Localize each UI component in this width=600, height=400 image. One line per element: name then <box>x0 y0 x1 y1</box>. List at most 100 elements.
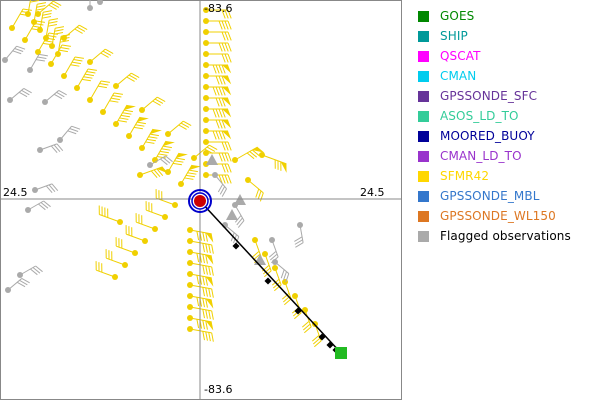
sfmr-barb <box>187 326 214 342</box>
barb-feather <box>187 172 197 175</box>
barb-flag <box>189 164 201 171</box>
barb-feather <box>148 136 158 139</box>
sfmr-barb <box>31 2 47 25</box>
sfmr-barb <box>187 304 214 320</box>
barb-feather <box>221 119 226 129</box>
barb-staff <box>99 214 121 223</box>
barb-feather <box>202 232 205 242</box>
barb-feather <box>218 130 223 140</box>
barb-feather <box>53 144 61 153</box>
barb-feather <box>48 184 56 193</box>
barb-feather <box>131 72 140 78</box>
barb-dot <box>37 27 43 33</box>
barb-feather <box>32 267 41 274</box>
barb-feather <box>217 183 224 193</box>
barb-feather <box>43 200 51 208</box>
legend-swatch <box>418 30 429 42</box>
barb-feather <box>86 71 96 74</box>
sfmr-barb <box>25 0 40 17</box>
barb-feather <box>205 298 208 308</box>
barb-feather <box>154 98 164 104</box>
storm-center-outer-ring <box>188 189 212 213</box>
sfmr-barb <box>203 150 232 162</box>
sfmr-barb <box>55 34 71 57</box>
barb-dot <box>203 84 209 90</box>
barb-dot <box>117 219 123 225</box>
barb-staff <box>167 152 180 173</box>
barb-feather <box>209 144 218 150</box>
barb-feather <box>29 0 40 3</box>
flagged-barb <box>212 172 228 197</box>
barb-feather <box>221 53 226 63</box>
barb-feather <box>35 265 43 273</box>
barb-feather <box>22 8 32 11</box>
barb-dot <box>97 0 103 5</box>
barb-feather <box>205 254 208 264</box>
storm-center-layer <box>188 189 212 213</box>
barb-feather <box>56 143 64 151</box>
barb-dot <box>232 157 238 163</box>
barb-feather <box>188 169 198 173</box>
barb-feather <box>196 253 200 263</box>
legend-label: CMAN <box>440 69 477 83</box>
barb-dot <box>262 251 268 257</box>
legend-label: GPSSONDE_WL150 <box>440 209 556 223</box>
barb-dot <box>27 67 33 73</box>
barb-dot <box>122 262 128 268</box>
barb-dot <box>9 25 15 31</box>
barb-flag <box>222 98 232 107</box>
barb-feather <box>218 75 223 85</box>
legend-label: MOORED_BUOY <box>440 129 535 143</box>
track-point <box>326 341 334 349</box>
wind-observation-map[interactable]: -83.6 -83.6 24.5 24.5 <box>0 0 402 400</box>
barb-feather <box>283 271 287 281</box>
barb-dot <box>35 11 41 17</box>
barb-feather <box>47 24 58 27</box>
barb-feather <box>113 92 123 95</box>
barb-dot <box>87 97 93 103</box>
barb-dot <box>139 107 145 113</box>
flagged-barb <box>97 0 103 5</box>
flagged-barb <box>37 143 64 154</box>
barb-feather <box>21 89 30 96</box>
barb-dot <box>22 37 28 43</box>
barb-feather <box>227 53 232 63</box>
barb-feather <box>196 231 200 241</box>
barb-flag <box>176 152 188 159</box>
barb-feather <box>58 89 67 96</box>
barb-feather <box>269 253 278 261</box>
sfmr-barb <box>87 80 110 103</box>
barb-feather <box>41 16 52 19</box>
barb-feather <box>272 281 281 289</box>
barb-feather <box>35 59 45 62</box>
barb-dot <box>187 238 193 244</box>
barb-dot <box>203 29 209 35</box>
barb-feather <box>215 75 220 85</box>
barb-feather <box>246 152 255 160</box>
barb-feather <box>227 163 232 173</box>
barb-feather <box>149 133 159 137</box>
barb-staff <box>189 284 212 290</box>
barb-feather <box>73 59 83 62</box>
barb-dot <box>57 137 63 143</box>
barb-feather <box>83 76 93 79</box>
sfmr-barb <box>126 116 149 139</box>
barb-dot <box>269 237 275 243</box>
barb-staff <box>146 209 166 218</box>
bottom-longitude-label: -83.6 <box>204 383 232 396</box>
barb-feather <box>215 97 220 107</box>
barb-dot <box>126 133 132 139</box>
barb-dot <box>139 145 145 151</box>
barb-feather <box>227 42 232 52</box>
barb-feather <box>224 53 229 63</box>
barb-feather <box>180 122 190 128</box>
barb-feather <box>219 186 226 195</box>
barb-feather <box>208 332 211 342</box>
barb-feather <box>53 93 63 100</box>
top-longitude-label: -83.6 <box>204 2 232 15</box>
barb-dot <box>203 7 209 13</box>
sfmr-barb <box>245 177 264 202</box>
barb-feather <box>79 24 88 30</box>
barb-feather <box>208 288 211 298</box>
barb-feather <box>221 174 226 184</box>
